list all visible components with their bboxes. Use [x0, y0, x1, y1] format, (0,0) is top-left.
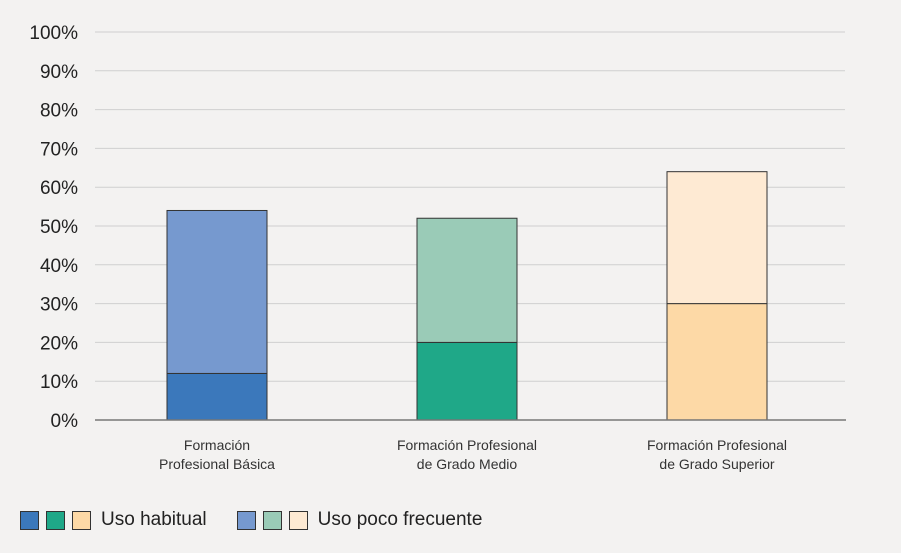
y-tick-label: 60% [40, 178, 78, 199]
y-tick-label: 100% [29, 23, 78, 44]
bar-segment [166, 209, 268, 374]
legend-swatch-uso-poco-frecuente-1 [236, 510, 256, 530]
y-tick-label: 10% [40, 372, 78, 393]
legend-swatch-uso-habitual-1 [20, 510, 39, 530]
legend-swatch-uso-habitual-3 [72, 510, 91, 530]
x-tick-label: de Grado Medio [417, 456, 518, 472]
bar-segment [416, 217, 518, 343]
legend-swatch-uso-poco-frecuente-2 [262, 510, 282, 530]
y-tick-label: 90% [40, 62, 78, 83]
bar-segment [666, 303, 768, 421]
x-tick-label: de Grado Superior [659, 456, 775, 472]
y-tick-label: 0% [51, 411, 79, 432]
x-axis-tick-labels: Formación Profesional Básica Formación Pro… [159, 437, 787, 472]
y-tick-label: 50% [40, 217, 78, 238]
legend-label-uso-poco-frecuente: Uso poco frecuente [317, 509, 483, 530]
x-tick-label: Formación [184, 437, 250, 453]
legend-swatch-uso-poco-frecuente-3 [288, 510, 308, 530]
x-tick-label: Formación Profesional [647, 437, 787, 453]
y-axis-tick-labels: 0% 10% 20% 30% 40% 50% 60% 70% 80% 90% 100% [29, 23, 78, 432]
y-tick-label: 30% [40, 295, 78, 316]
y-tick-label: 20% [40, 333, 78, 354]
bar-segment [666, 171, 768, 305]
legend-label-uso-habitual: Uso habitual [101, 509, 207, 530]
y-tick-label: 70% [40, 139, 78, 160]
x-tick-label: Profesional Básica [159, 456, 275, 472]
legend: Uso habitual Uso poco frecuente [20, 508, 512, 532]
x-tick-label: Formación Profesional [397, 437, 537, 453]
legend-swatch-uso-habitual-2 [46, 510, 65, 530]
y-tick-label: 40% [40, 256, 78, 277]
bar-segment [166, 372, 268, 421]
bar-segment [416, 341, 518, 421]
y-tick-label: 80% [40, 101, 78, 122]
stacked-bar-chart: 0% 10% 20% 30% 40% 50% 60% 70% 80% 90% 100% Formac… [29, 23, 846, 472]
bars [166, 171, 768, 421]
